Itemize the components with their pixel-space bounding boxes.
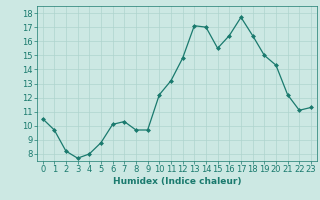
X-axis label: Humidex (Indice chaleur): Humidex (Indice chaleur) (113, 177, 241, 186)
